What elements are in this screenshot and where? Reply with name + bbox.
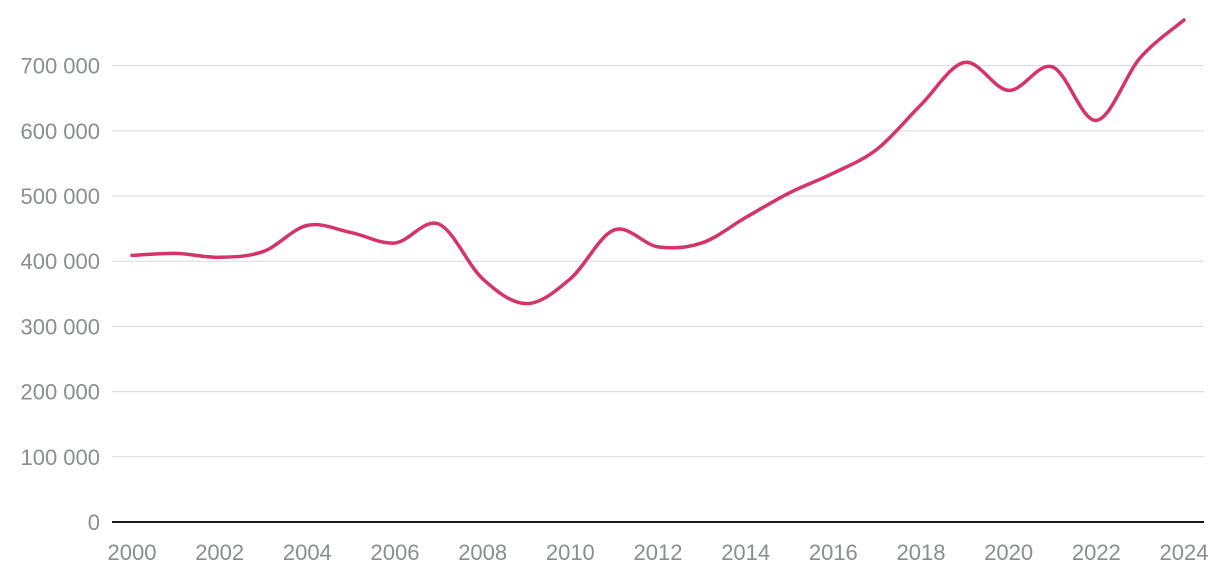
x-tick-label: 2022 [1072, 540, 1121, 565]
y-tick-label: 100 000 [20, 445, 100, 470]
gridlines [112, 65, 1204, 458]
x-tick-label: 2016 [809, 540, 858, 565]
x-tick-label: 2020 [984, 540, 1033, 565]
x-tick-label: 2002 [195, 540, 244, 565]
y-tick-label: 700 000 [20, 54, 100, 79]
x-tick-label: 2010 [546, 540, 595, 565]
y-tick-label: 500 000 [20, 184, 100, 209]
x-tick-label: 2000 [108, 540, 157, 565]
y-tick-label: 400 000 [20, 249, 100, 274]
y-tick-label: 600 000 [20, 119, 100, 144]
x-tick-label: 2008 [458, 540, 507, 565]
y-tick-label: 200 000 [20, 380, 100, 405]
y-tick-label: 300 000 [20, 314, 100, 339]
x-tick-label: 2004 [283, 540, 332, 565]
x-tick-label: 2012 [634, 540, 683, 565]
x-tick-label: 2014 [721, 540, 770, 565]
x-tick-label: 2024 [1160, 540, 1209, 565]
y-axis-tick-labels: 0 100 000 200 000 300 000 400 000 500 000 600 … [20, 54, 100, 535]
x-tick-label: 2006 [371, 540, 420, 565]
x-tick-label: 2018 [897, 540, 946, 565]
y-tick-label: 0 [88, 510, 100, 535]
x-axis-tick-labels: 2000 2002 2004 2006 2008 2010 2012 2014 2016 2018… [108, 540, 1209, 565]
series-line [130, 18, 1186, 306]
series-group [130, 18, 1186, 306]
